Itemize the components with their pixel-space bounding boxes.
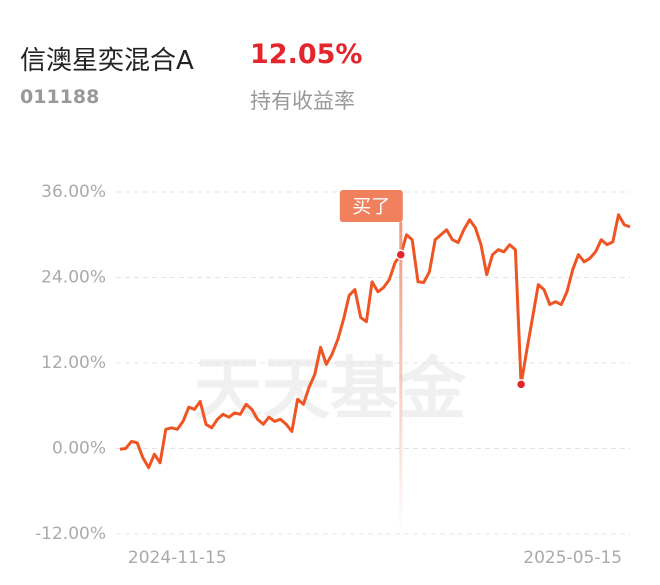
fund-code: 011188 (20, 86, 100, 108)
low-point (515, 379, 527, 390)
y-tick-label: -12.00% (35, 524, 106, 544)
x-tick-label: 2024-11-15 (128, 548, 227, 568)
buy-label: 买了 (352, 196, 390, 218)
return-value: 12.05% (250, 39, 363, 70)
return-label: 持有收益率 (250, 89, 355, 113)
y-tick-label: 36.00% (41, 182, 106, 202)
y-tick-label: 0.00% (52, 439, 106, 459)
fund-name: 信澳星奕混合A (20, 46, 194, 76)
y-tick-label: 24.00% (41, 268, 106, 288)
buy-badge (339, 190, 403, 222)
x-tick-label: 2025-05-15 (523, 548, 622, 568)
buy-vline (399, 222, 403, 534)
buy-point (395, 249, 407, 260)
line (119, 213, 631, 470)
y-tick-label: 12.00% (41, 353, 106, 373)
watermark: 天天基金 (194, 350, 467, 430)
